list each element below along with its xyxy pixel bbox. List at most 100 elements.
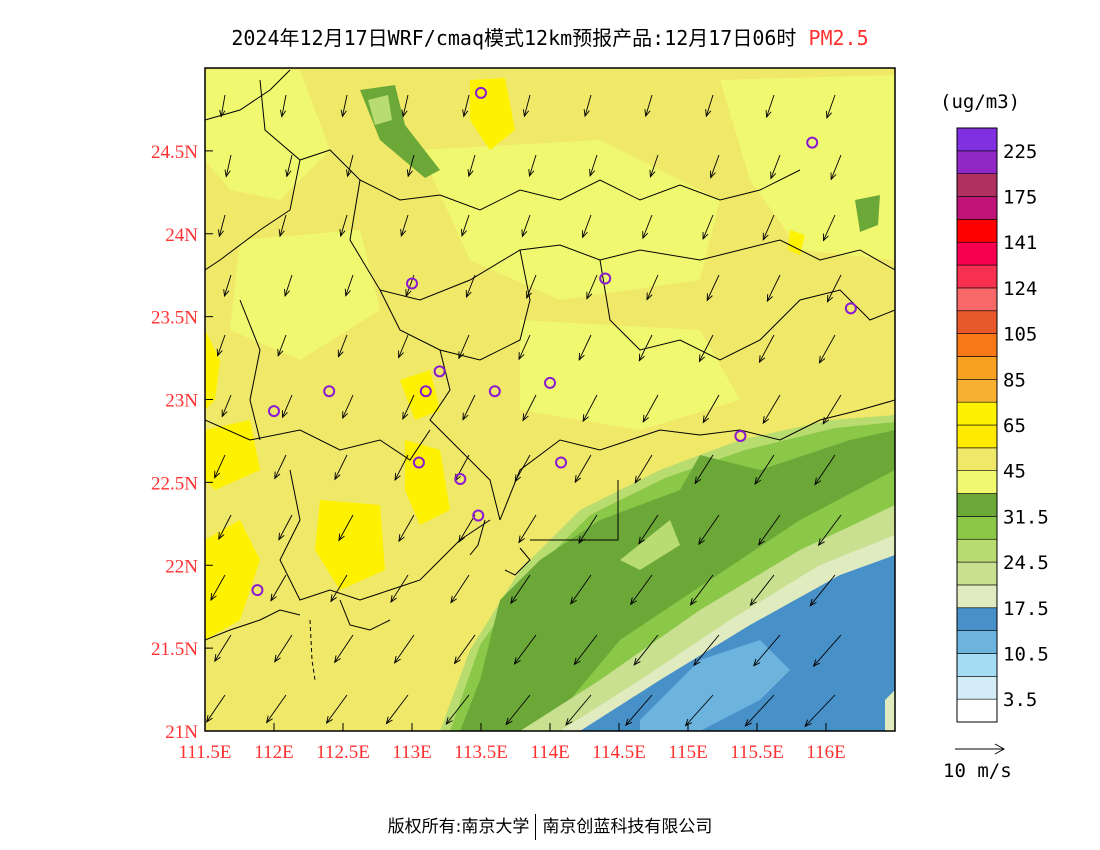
wind-arrow bbox=[462, 394, 476, 420]
wind-arrowhead bbox=[830, 172, 837, 181]
wind-arrow bbox=[693, 634, 720, 666]
wind-arrowhead bbox=[393, 655, 401, 664]
colorbar-swatch bbox=[956, 516, 998, 540]
wind-arrowhead bbox=[346, 169, 353, 178]
wind-arrowhead bbox=[698, 354, 706, 363]
wind-arrowhead bbox=[758, 537, 765, 546]
title-text: 2024年12月17日WRF/cmaq模式12km预报产品:12月17日06时 bbox=[231, 26, 797, 50]
wind-arrow bbox=[466, 274, 476, 298]
wind-arrow bbox=[625, 694, 653, 726]
field-light-patch bbox=[420, 140, 720, 300]
wind-arrowhead bbox=[758, 355, 766, 364]
wind-arrowhead bbox=[693, 658, 701, 667]
wind-arrowhead bbox=[702, 231, 709, 241]
wind-arrowhead bbox=[282, 410, 288, 419]
wind-arrow bbox=[646, 274, 659, 300]
station-marker bbox=[454, 473, 467, 486]
wind-arrowhead bbox=[206, 714, 213, 723]
wind-arrow bbox=[565, 694, 592, 726]
wind-arrow bbox=[705, 94, 714, 117]
x-tick-label: 115E bbox=[668, 742, 707, 763]
wind-arrowhead bbox=[578, 352, 585, 361]
colorbar-label: 141 bbox=[1003, 232, 1037, 254]
wind-arrow bbox=[830, 154, 842, 180]
wind-arrow bbox=[217, 334, 226, 356]
x-tick-label: 113.5E bbox=[454, 742, 508, 763]
wind-arrowhead bbox=[214, 654, 221, 663]
colorbar-label: 225 bbox=[1003, 141, 1037, 163]
x-tick-label: 111.5E bbox=[179, 742, 232, 763]
wind-arrow bbox=[823, 214, 836, 241]
colorbar-swatch bbox=[956, 584, 998, 609]
wind-arrow bbox=[402, 94, 409, 117]
wind-arrow bbox=[266, 694, 287, 723]
wind-vectors bbox=[206, 94, 842, 728]
wind-arrowhead bbox=[217, 229, 225, 238]
colorbar-label: 24.5 bbox=[1003, 552, 1049, 574]
colorbar-swatch bbox=[956, 424, 998, 449]
wind-arrowhead bbox=[406, 169, 413, 178]
boundary-line bbox=[429, 349, 501, 521]
wind-arrowhead bbox=[518, 352, 525, 361]
wind-arrowhead bbox=[826, 110, 832, 119]
wind-arrow bbox=[454, 454, 470, 481]
wind-arrowhead bbox=[582, 414, 589, 423]
colorbar-frame bbox=[956, 127, 998, 723]
wind-arrowhead bbox=[325, 716, 333, 724]
field-band-corner bbox=[885, 690, 895, 731]
wind-arrow bbox=[398, 334, 409, 358]
title-variable: PM2.5 bbox=[808, 26, 869, 50]
wind-arrowhead bbox=[458, 351, 465, 360]
wind-arrow bbox=[282, 394, 293, 418]
field-bright-patch bbox=[315, 500, 385, 590]
wind-arrow bbox=[214, 454, 226, 478]
wind-arrow bbox=[589, 154, 598, 177]
colorbar-label: 175 bbox=[1003, 187, 1037, 209]
wind-arrow bbox=[218, 514, 232, 540]
wind-arrow bbox=[649, 154, 659, 177]
station-marker bbox=[433, 365, 446, 378]
wind-arrow bbox=[468, 154, 476, 177]
footer-right: 南京创蓝科技有限公司 bbox=[542, 817, 713, 837]
colorbar-label: 3.5 bbox=[1003, 689, 1037, 711]
wind-arrow bbox=[521, 214, 531, 237]
colorbar-unit: (ug/m3) bbox=[940, 91, 1020, 113]
wind-arrow bbox=[334, 454, 348, 480]
wind-arrowhead bbox=[638, 536, 645, 545]
station-marker bbox=[323, 385, 336, 398]
wind-arrow bbox=[326, 694, 348, 724]
x-tick-label: 113E bbox=[392, 742, 431, 763]
wind-arrow bbox=[338, 334, 348, 357]
wind-arrowhead bbox=[749, 598, 757, 607]
wind-arrowhead bbox=[581, 230, 588, 239]
wind-arrow bbox=[809, 574, 836, 606]
wind-arrowhead bbox=[528, 168, 535, 178]
wind-arrow bbox=[582, 214, 592, 238]
field-light-patch bbox=[720, 75, 895, 260]
y-tick-label: 23N bbox=[165, 391, 198, 412]
colorbar-label: 105 bbox=[1003, 324, 1037, 346]
wind-arrowhead bbox=[804, 719, 812, 728]
wind-arrow bbox=[582, 394, 598, 422]
wind-arrowhead bbox=[401, 109, 408, 118]
wind-arrow bbox=[694, 454, 714, 484]
colorbar-swatch bbox=[956, 287, 998, 312]
wind-arrow bbox=[400, 214, 409, 237]
wind-arrowhead bbox=[526, 290, 532, 299]
wind-arrow bbox=[270, 574, 287, 601]
wind-arrowhead bbox=[634, 475, 642, 484]
wind-arrow bbox=[458, 514, 476, 543]
wind-arrow bbox=[450, 574, 470, 603]
wind-arrow bbox=[698, 514, 720, 545]
wind-arrow bbox=[221, 394, 232, 417]
x-tick-label: 115.5E bbox=[730, 742, 784, 763]
wind-arrowhead bbox=[638, 353, 645, 362]
wind-arrow bbox=[586, 274, 598, 299]
wind-arrowhead bbox=[338, 533, 345, 542]
wind-arrowhead bbox=[644, 109, 651, 118]
station-marker bbox=[475, 86, 487, 99]
wind-arrow bbox=[386, 694, 409, 724]
wind-arrowhead bbox=[705, 109, 712, 118]
wind-arrowhead bbox=[219, 109, 226, 118]
wind-arrowhead bbox=[285, 169, 292, 178]
